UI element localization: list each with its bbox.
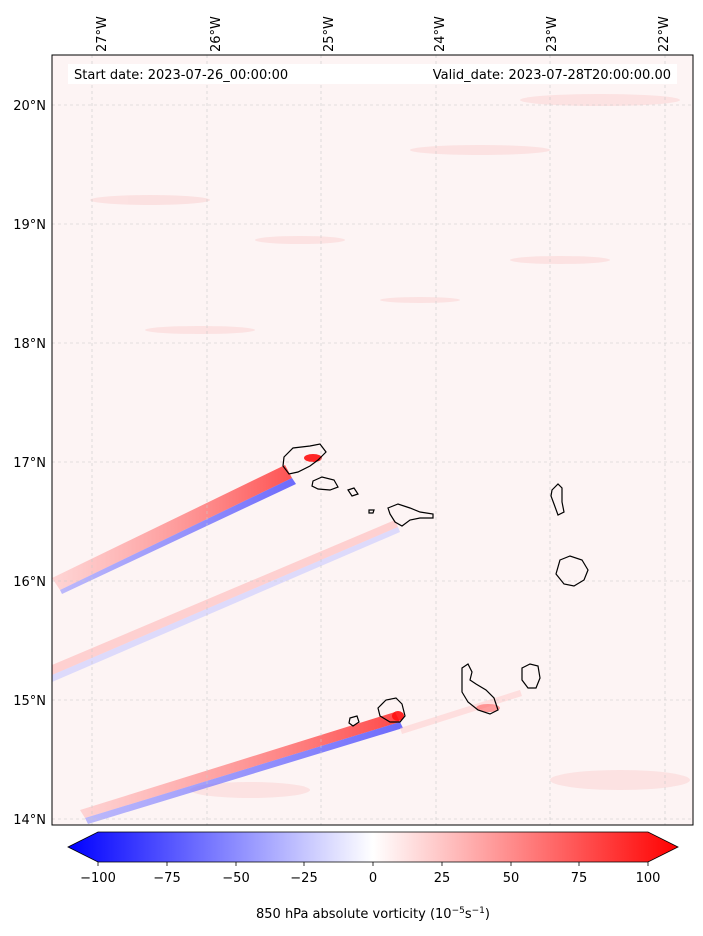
island-santiago: [461, 663, 499, 715]
wake-streak-red-middle: [52, 520, 398, 675]
island-sal: [550, 483, 565, 516]
colorbar-tick: −50: [222, 871, 249, 886]
island-sao-vicente: [311, 476, 339, 491]
island-branco: [368, 509, 375, 514]
vorticity-field: [52, 94, 690, 824]
wake-streak-blue-north: [60, 478, 296, 594]
wake-streak-blue-middle: [52, 527, 400, 682]
lon-label-26w: 26°W: [209, 16, 224, 52]
colorbar-tick: −25: [290, 871, 317, 886]
map-plot-area: [52, 55, 693, 825]
wake-streak-red-north: [52, 465, 292, 590]
colorbar-tick: 75: [571, 871, 588, 886]
colorbar-tick: −75: [153, 871, 180, 886]
island-sao-nicolau: [387, 503, 434, 527]
lat-label-14n: 14°N: [13, 813, 46, 828]
island-fogo: [377, 697, 406, 723]
colorbar-tick: 0: [369, 871, 377, 886]
lat-label-19n: 19°N: [13, 218, 46, 233]
island-santo-antao: [282, 443, 327, 475]
colorbar-title: 850 hPa absolute vorticity (10−5s−1): [256, 906, 490, 922]
colorbar-bar: [67, 831, 679, 863]
lon-label-22w: 22°W: [657, 16, 672, 52]
colorbar: −100 −75 −50 −25 0 25 50 75 100 850 hPa …: [67, 831, 679, 922]
island-maio: [521, 663, 541, 689]
map-frame: [51, 54, 694, 826]
start-date-label: Start date: 2023-07-26_00:00:00: [74, 68, 288, 83]
lat-label-17n: 17°N: [13, 456, 46, 471]
lat-label-18n: 18°N: [13, 337, 46, 352]
lat-label-20n: 20°N: [13, 99, 46, 114]
lon-label-27w: 27°W: [95, 16, 110, 52]
wake-streak-blue-south: [85, 722, 403, 824]
map-gridlines: [52, 55, 693, 825]
island-santa-luzia: [347, 487, 359, 497]
lon-label-23w: 23°W: [545, 16, 560, 52]
colorbar-ticks: −100 −75 −50 −25 0 25 50 75 100: [80, 871, 660, 886]
colorbar-tick: −100: [80, 871, 116, 886]
island-boa-vista: [555, 555, 589, 587]
colorbar-tick: 50: [503, 871, 520, 886]
lat-label-16n: 16°N: [13, 575, 46, 590]
colorbar-tick: 25: [434, 871, 451, 886]
colorbar-tick: 100: [636, 871, 661, 886]
wake-streak-red-south: [80, 712, 400, 818]
island-brava: [348, 715, 360, 727]
latitude-labels: 20°N 19°N 18°N 17°N 16°N 15°N 14°N: [13, 99, 46, 828]
coastlines: [282, 443, 589, 727]
valid-date-label: Valid_date: 2023-07-28T20:00:00.00: [433, 68, 671, 83]
lon-label-25w: 25°W: [322, 16, 337, 52]
lat-label-15n: 15°N: [13, 694, 46, 709]
date-banner: [68, 64, 677, 84]
longitude-labels: 27°W 26°W 25°W 24°W 23°W 22°W: [95, 16, 672, 52]
lon-label-24w: 24°W: [433, 16, 448, 52]
